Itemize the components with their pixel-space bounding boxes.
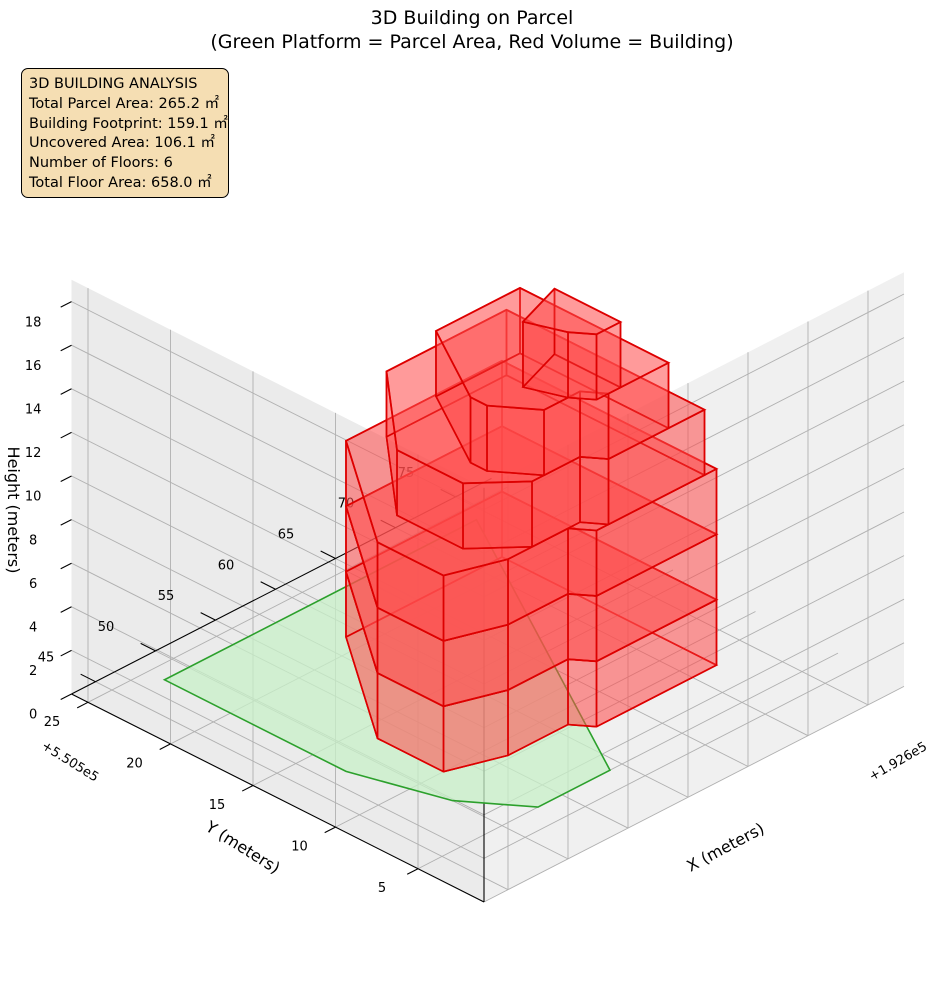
z-tick-label-4: 4 [29, 621, 37, 636]
floor-3-wall-3 [567, 527, 598, 597]
y-tick-mark-20 [159, 743, 171, 750]
x-tick-mark-55 [200, 612, 216, 621]
z-tick-mark-14 [60, 388, 72, 395]
y-tick-mark-25 [76, 701, 89, 709]
y-tick-label-20: 20 [126, 756, 143, 771]
floor-4 [385, 308, 707, 550]
z-tick-mark-16 [60, 344, 72, 352]
grid-z-side-18 [483, 293, 905, 511]
x-tick-mark-70 [380, 519, 396, 529]
info-heading: 3D BUILDING ANALYSIS [29, 76, 198, 92]
grid-x-floor-75 [455, 496, 869, 706]
floor-1-wall-3 [567, 658, 598, 728]
z-tick-label-8: 8 [29, 533, 37, 548]
y-tick-label-10: 10 [291, 840, 308, 855]
y-tick-label-25: 25 [44, 715, 61, 730]
grid-z-back-2 [71, 649, 485, 859]
info-total-floor-area: Total Floor Area: 658.0 ㎡ [29, 174, 212, 191]
x-tick-label-50: 50 [98, 620, 115, 635]
grid-z-side-2 [483, 642, 905, 859]
z-tick-label-0: 0 [29, 708, 37, 723]
y-tick-mark-15 [241, 785, 254, 792]
floor-4-top [385, 308, 707, 485]
chart-title-line-2: (Green Platform = Parcel Area, Red Volum… [210, 31, 734, 53]
grid-z-back-18 [71, 301, 485, 511]
info-number-of-floors: Number of Floors: 6 [29, 155, 173, 172]
z-tick-label-16: 16 [25, 359, 42, 374]
x-tick-label-55: 55 [158, 589, 175, 604]
grid-x-floor-45 [95, 681, 509, 891]
z-tick-mark-2 [60, 649, 72, 657]
info-parcel-area: Total Parcel Area: 265.2 ㎡ [29, 95, 220, 112]
floor-5-wall-3 [579, 390, 610, 460]
z-tick-label-14: 14 [25, 403, 42, 418]
chart-title-line-1: 3D Building on Parcel [370, 7, 574, 29]
y-tick-label-15: 15 [209, 798, 226, 813]
x-tick-mark-65 [320, 550, 336, 559]
z-tick-mark-8 [60, 519, 72, 526]
grid-z-back-16 [71, 344, 485, 554]
grid-z-side-14 [483, 380, 905, 598]
floor-6-top [521, 287, 623, 336]
data-geometry [162, 286, 719, 808]
info-building-footprint: Building Footprint: 159.1 ㎡ [29, 115, 228, 132]
y-axis-line [71, 693, 485, 903]
grid-y-floor-5 [417, 652, 839, 870]
grid-y-floor-25 [87, 486, 509, 703]
z-tick-label-12: 12 [25, 446, 42, 461]
floor-4-wall-3 [579, 455, 610, 526]
parcel-platform [162, 518, 612, 808]
floor-6-wall-2 [595, 321, 622, 401]
z-tick-label-10: 10 [25, 490, 42, 505]
floor-6 [521, 287, 623, 401]
z-tick-mark-10 [60, 475, 72, 483]
y-axis-label: Y (meters) [201, 817, 283, 878]
x-tick-label-45: 45 [38, 651, 55, 666]
info-uncovered-area: Uncovered Area: 106.1 ㎡ [29, 135, 216, 152]
x-offset-label: +1.926e5 [867, 739, 930, 784]
y-offset-label: +5.505e5 [39, 739, 102, 786]
x-tick-mark-50 [140, 642, 156, 652]
floor-5-wall-5 [486, 404, 545, 477]
z-tick-label-2: 2 [29, 664, 37, 679]
z-tick-mark-18 [60, 301, 72, 308]
y-tick-mark-5 [406, 868, 419, 875]
grid-z-side-10 [483, 467, 905, 685]
floor-6-wall-3 [567, 331, 598, 401]
x-tick-mark-75 [440, 488, 456, 498]
grid-z-side-0 [483, 685, 905, 903]
y-tick-mark-10 [324, 826, 336, 834]
z-tick-mark-4 [60, 606, 72, 613]
floor-4-wall-5 [462, 480, 533, 550]
x-tick-label-60: 60 [218, 558, 235, 573]
z-tick-mark-0 [60, 693, 72, 701]
floor-5-top [434, 286, 671, 411]
x-tick-mark-60 [260, 581, 276, 590]
x-axis-label: X (meters) [683, 819, 767, 876]
chart-title: 3D Building on Parcel (Green Platform = … [0, 6, 944, 54]
z-tick-label-18: 18 [25, 315, 42, 330]
axis-lines [60, 301, 492, 903]
z-tick-mark-6 [60, 562, 72, 570]
grid-z-side-12 [483, 424, 905, 641]
floor-5 [434, 286, 671, 477]
z-tick-label-6: 6 [29, 577, 37, 592]
x-axis-line [71, 477, 492, 695]
analysis-info-box: 3D BUILDING ANALYSIS Total Parcel Area: … [21, 68, 229, 198]
z-tick-mark-12 [60, 431, 72, 439]
z-axis-label: Height (meters) [4, 447, 23, 574]
y-tick-label-5: 5 [378, 881, 386, 896]
x-tick-label-65: 65 [278, 528, 295, 543]
floor-2-wall-3 [567, 592, 598, 663]
x-tick-mark-45 [80, 673, 96, 683]
floor-5-wall-6 [469, 396, 488, 472]
